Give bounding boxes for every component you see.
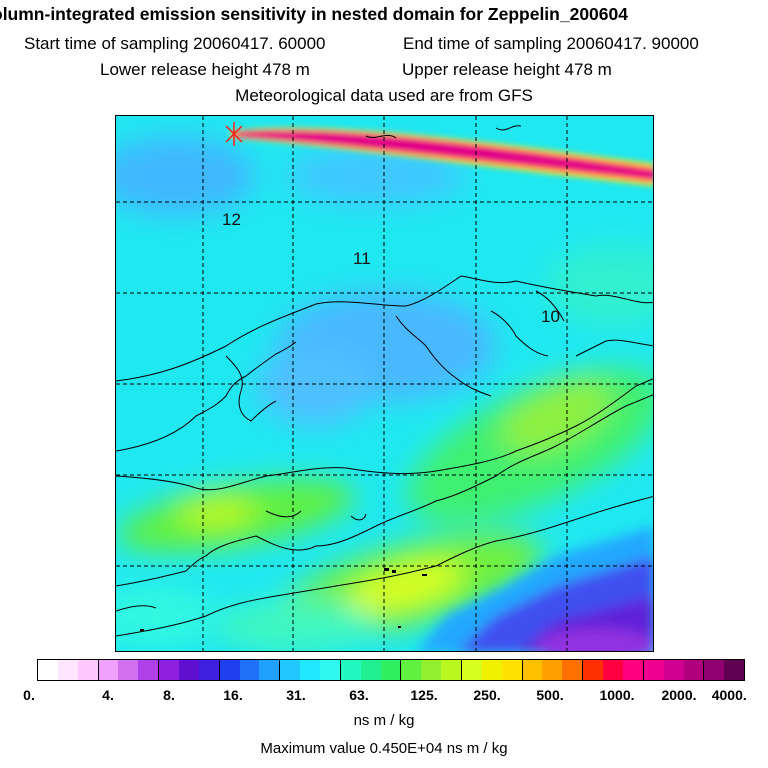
colorbar-swatch [98,660,119,680]
colorbar-tick-label: 8. [163,687,175,703]
colorbar-swatch [198,660,220,680]
grid-label-11: 11 [353,249,371,268]
colorbar-swatch [622,660,644,680]
colorbar-tick-label: 31. [286,687,306,703]
colorbar-unit: ns m / kg [353,712,415,729]
colorbar-swatch [401,660,422,680]
colorbar-swatch [280,660,301,680]
colorbar-swatch [138,660,160,680]
colorbar-tick-label: 16. [223,687,243,703]
upper-release-label: Upper release height 478 m [402,60,612,79]
colorbar-swatch [219,660,240,680]
colorbar-swatch [643,660,664,680]
lower-release-label: Lower release height 478 m [100,60,310,79]
coastlines [116,125,653,637]
colorbar-swatch [380,660,402,680]
start-time-label: Start time of sampling 20060417. 60000 [24,34,326,53]
colorbar-tick-label: 250. [473,687,501,703]
colorbar-swatch [501,660,523,680]
end-time-label: End time of sampling 20060417. 90000 [403,34,699,53]
colorbar-tick-label: 125. [410,687,438,703]
grid-label-10: 10 [541,307,560,326]
colorbar-swatch [522,660,543,680]
colorbar-swatch [77,660,99,680]
map-canvas: 12 11 10 [116,116,653,651]
colorbar-swatch [704,660,725,680]
colorbar-swatch [320,660,341,680]
colorbar-swatch [724,660,745,680]
colorbar-swatch [462,660,482,680]
receptor-marker [225,122,243,146]
colorbar-swatch [562,660,584,680]
colorbar-swatch [179,660,199,680]
colorbar-swatch [360,660,381,680]
colorbar-swatch [683,660,705,680]
colorbar-swatch [239,660,260,680]
colorbar-swatch [663,660,684,680]
colorbar-swatch [300,660,321,680]
colorbar-tick-label: 2000. [661,687,697,703]
colorbar-tick-label: 63. [349,687,369,703]
low-sensitivity-region [417,526,653,651]
plot-title: olumn-integrated emission sensitivity in… [0,4,628,24]
met-data-label: Meteorological data used are from GFS [235,86,533,105]
field-shading [116,136,653,651]
colorbar-swatch [159,660,180,680]
islands [140,568,427,631]
colorbar-tick-label: 4000. [711,687,747,703]
colorbar-tick-label: 1000. [599,687,635,703]
emission-plume [231,127,653,186]
colorbar-swatch [542,660,563,680]
colorbar [37,659,745,681]
colorbar-swatch [421,660,442,680]
colorbar-swatch [118,660,139,680]
colorbar-tick-label: 500. [536,687,564,703]
grid-label-12: 12 [222,210,241,229]
colorbar-swatch [57,660,78,680]
lat-lon-grid [116,116,653,651]
colorbar-swatch [603,660,623,680]
colorbar-swatch [583,660,604,680]
sensitivity-map: 12 11 10 [115,115,654,652]
colorbar-swatch [340,660,361,680]
colorbar-tick-label: 4. [102,687,114,703]
colorbar-tick-label: 0. [23,687,35,703]
maximum-value-label: Maximum value 0.450E+04 ns m / kg [260,740,508,757]
colorbar-swatch [481,660,502,680]
colorbar-swatch [38,660,58,680]
colorbar-swatch [441,660,463,680]
colorbar-swatch [259,660,281,680]
